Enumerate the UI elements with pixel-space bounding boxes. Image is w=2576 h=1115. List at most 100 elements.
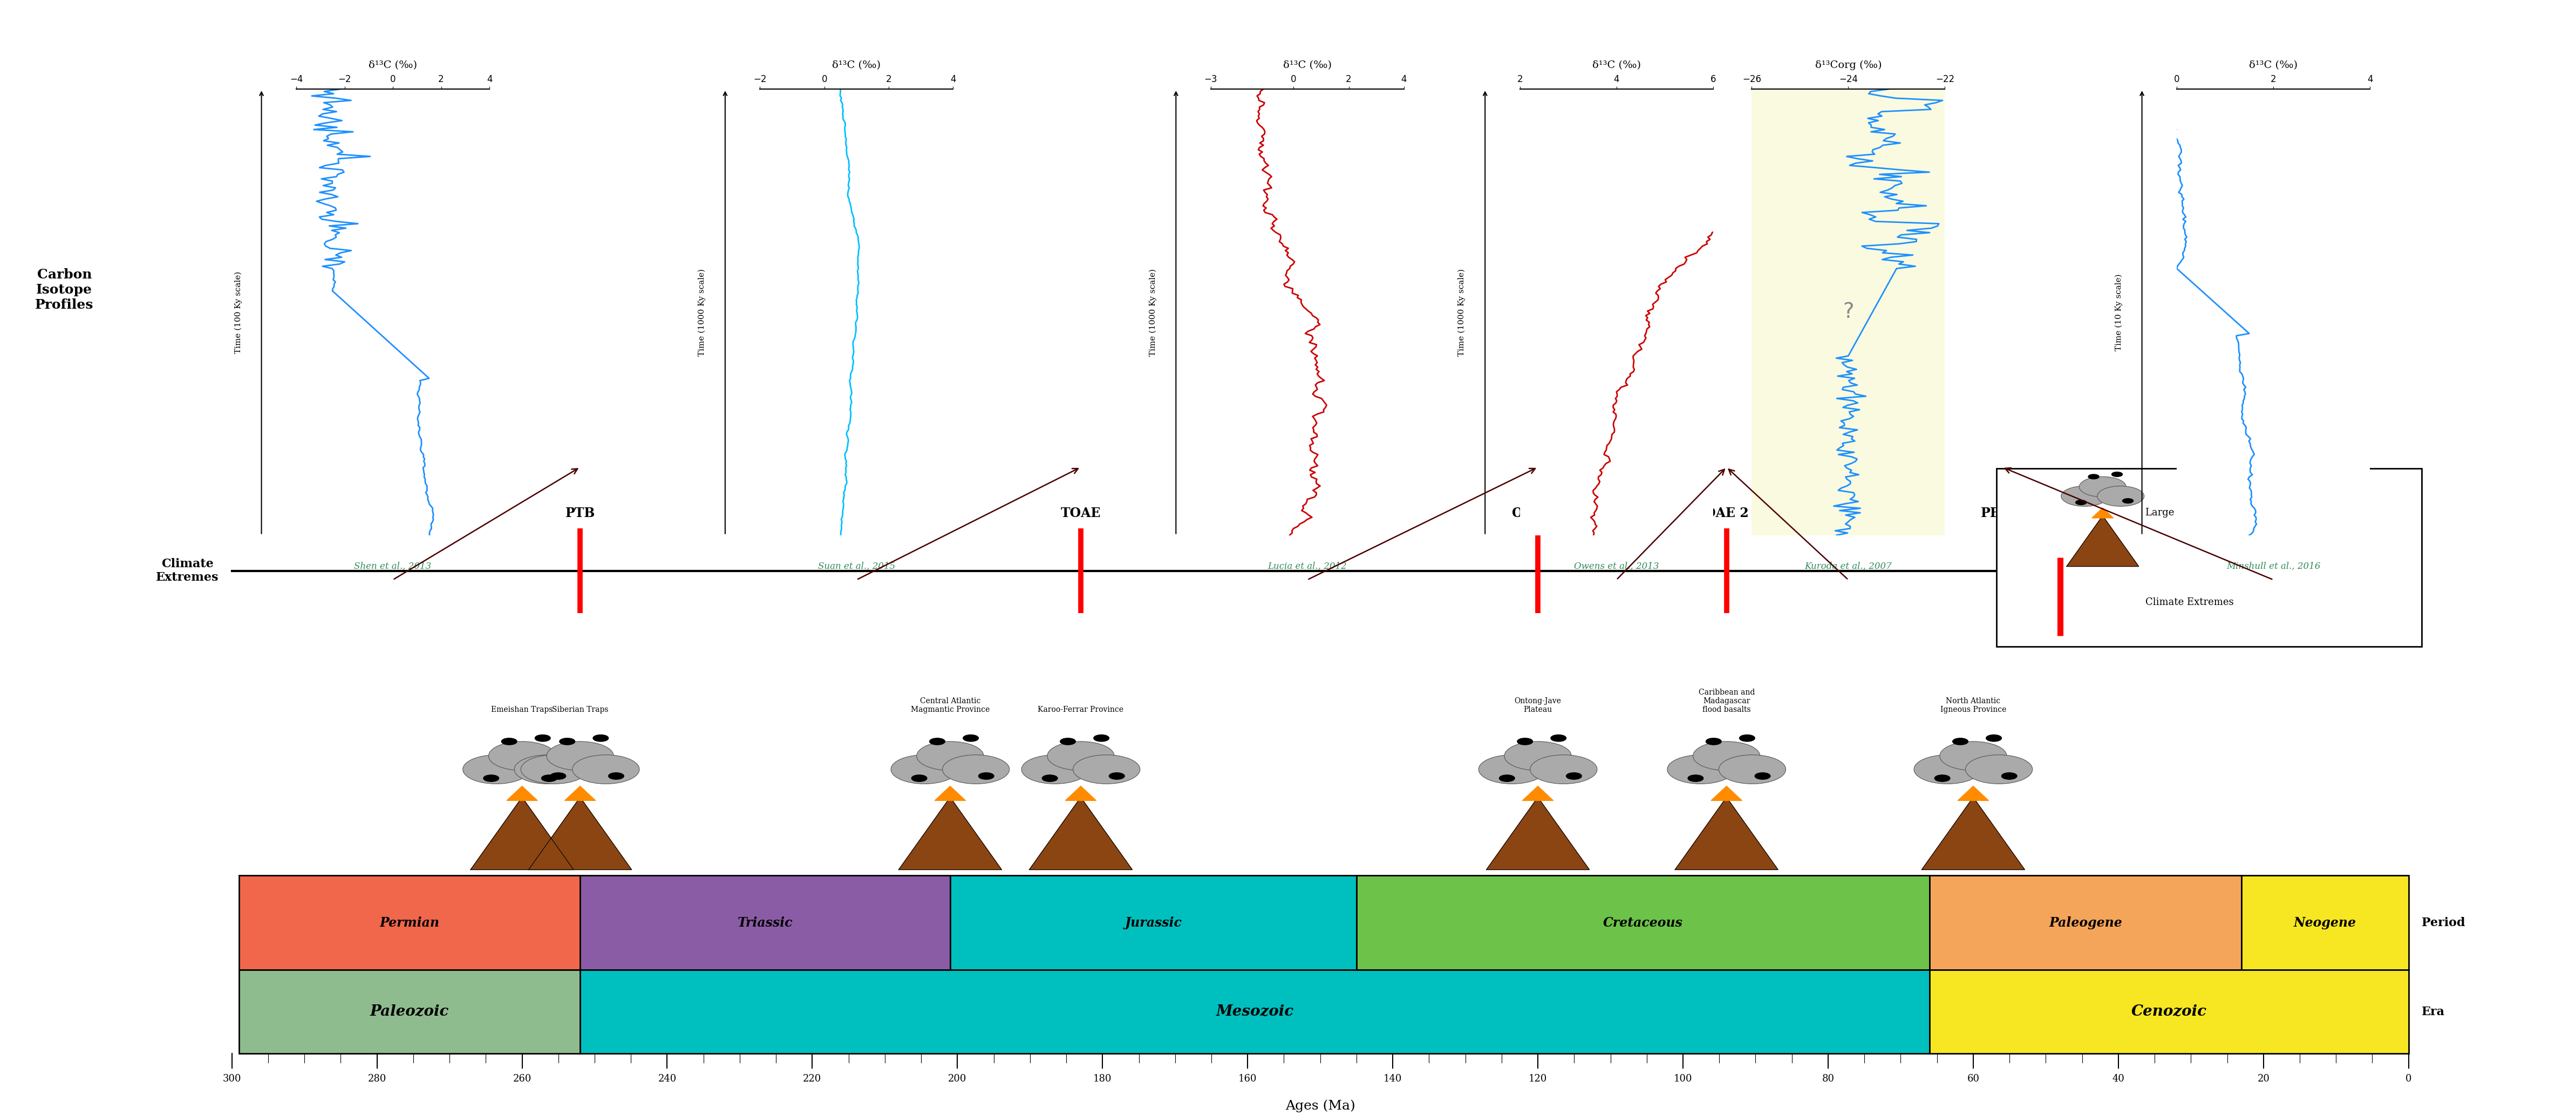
Text: Time (1000 Ky scale): Time (1000 Ky scale) — [1458, 269, 1466, 356]
Polygon shape — [1958, 786, 1989, 801]
Text: Climate Extremes: Climate Extremes — [2146, 598, 2233, 607]
Circle shape — [546, 741, 613, 770]
Text: Era: Era — [2421, 1006, 2445, 1018]
Text: Emeishan Traps: Emeishan Traps — [492, 706, 554, 714]
Text: Siberian Traps: Siberian Traps — [551, 706, 608, 714]
Circle shape — [1095, 735, 1110, 741]
Text: ?: ? — [1842, 302, 1855, 322]
Text: 20: 20 — [2257, 1074, 2269, 1084]
Text: Neogene: Neogene — [2293, 917, 2357, 929]
Text: Jurassic: Jurassic — [1126, 917, 1182, 929]
Text: PTB: PTB — [564, 506, 595, 520]
Circle shape — [930, 738, 945, 745]
Circle shape — [1499, 775, 1515, 782]
Polygon shape — [1922, 797, 2025, 870]
Text: TOAE: TOAE — [1061, 506, 1100, 520]
Circle shape — [464, 755, 531, 784]
Circle shape — [1504, 741, 1571, 770]
Circle shape — [2002, 773, 2017, 779]
Text: 280: 280 — [368, 1074, 386, 1084]
Circle shape — [520, 755, 587, 784]
Title: δ¹³Corg (‰): δ¹³Corg (‰) — [1816, 60, 1880, 70]
Circle shape — [515, 755, 582, 784]
Circle shape — [559, 738, 574, 745]
Circle shape — [917, 741, 984, 770]
Bar — [2241, 875, 2409, 970]
Text: 260: 260 — [513, 1074, 531, 1084]
Text: Paleogene: Paleogene — [2048, 917, 2123, 929]
Text: Suan et al., 2015: Suan et al., 2015 — [817, 562, 896, 571]
Circle shape — [1718, 755, 1785, 784]
Circle shape — [608, 773, 623, 779]
Text: 180: 180 — [1092, 1074, 1113, 1084]
Bar — [1929, 970, 2409, 1054]
Circle shape — [489, 741, 556, 770]
Circle shape — [1935, 775, 1950, 782]
Circle shape — [979, 773, 994, 779]
Circle shape — [1566, 773, 1582, 779]
Text: Time (100 Ky scale): Time (100 Ky scale) — [234, 271, 242, 353]
Title: δ¹³C (‰): δ¹³C (‰) — [1283, 60, 1332, 70]
Text: Large Igenous Province: Large Igenous Province — [2146, 508, 2262, 517]
Text: Carbon
Isotope
Profiles: Carbon Isotope Profiles — [36, 269, 93, 311]
Circle shape — [1530, 755, 1597, 784]
Circle shape — [1479, 755, 1546, 784]
Circle shape — [1551, 735, 1566, 741]
Circle shape — [912, 775, 927, 782]
Text: Climate
Extremes: Climate Extremes — [157, 559, 219, 583]
Text: Time (1000 Ky scale): Time (1000 Ky scale) — [698, 269, 706, 356]
Circle shape — [1074, 755, 1141, 784]
Text: PETM: PETM — [1981, 506, 2025, 520]
Text: 0: 0 — [2406, 1074, 2411, 1084]
Text: 240: 240 — [657, 1074, 677, 1084]
Circle shape — [1940, 741, 2007, 770]
Text: OAE 2: OAE 2 — [1705, 506, 1749, 520]
Title: δ¹³C (‰): δ¹³C (‰) — [1592, 60, 1641, 70]
Polygon shape — [1066, 786, 1097, 801]
Title: δ¹³C (‰): δ¹³C (‰) — [368, 60, 417, 70]
Bar — [951, 875, 1358, 970]
Circle shape — [572, 755, 639, 784]
Text: OAE 1a: OAE 1a — [1512, 506, 1564, 520]
Polygon shape — [528, 797, 631, 870]
Circle shape — [1667, 755, 1734, 784]
Text: Central Atlantic
Magmantic Province: Central Atlantic Magmantic Province — [912, 697, 989, 714]
Circle shape — [1953, 738, 1968, 745]
Bar — [580, 970, 1929, 1054]
Polygon shape — [471, 797, 574, 870]
Polygon shape — [2092, 508, 2112, 518]
Polygon shape — [2066, 515, 2138, 566]
Circle shape — [943, 755, 1010, 784]
Polygon shape — [564, 786, 595, 801]
Circle shape — [1061, 738, 1077, 745]
Polygon shape — [1486, 797, 1589, 870]
Circle shape — [2123, 498, 2133, 503]
Polygon shape — [507, 786, 538, 801]
Circle shape — [1023, 755, 1090, 784]
Text: Lucia et al., 2012: Lucia et al., 2012 — [1267, 562, 1347, 571]
Circle shape — [1739, 735, 1754, 741]
Text: 220: 220 — [804, 1074, 822, 1084]
Circle shape — [1687, 775, 1703, 782]
Bar — [1996, 468, 2421, 647]
Text: Cenozoic: Cenozoic — [2130, 1005, 2208, 1019]
Text: Paleozoic: Paleozoic — [371, 1005, 448, 1019]
Bar — [580, 875, 951, 970]
Circle shape — [484, 775, 500, 782]
Text: Minshull et al., 2016: Minshull et al., 2016 — [2226, 562, 2321, 571]
Text: Cretaceous: Cretaceous — [1602, 917, 1682, 929]
Circle shape — [2089, 474, 2099, 479]
Text: Mesozoic: Mesozoic — [1216, 1005, 1293, 1019]
Text: 160: 160 — [1239, 1074, 1257, 1084]
Text: 40: 40 — [2112, 1074, 2125, 1084]
Circle shape — [551, 773, 567, 779]
Title: δ¹³C (‰): δ¹³C (‰) — [832, 60, 881, 70]
Circle shape — [1965, 755, 2032, 784]
Text: 80: 80 — [1821, 1074, 1834, 1084]
Text: Caribbean and
Madagascar
flood basalts: Caribbean and Madagascar flood basalts — [1698, 689, 1754, 714]
Polygon shape — [1710, 786, 1741, 801]
Polygon shape — [935, 786, 966, 801]
Circle shape — [1692, 741, 1759, 770]
Title: δ¹³C (‰): δ¹³C (‰) — [2249, 60, 2298, 70]
Circle shape — [502, 738, 518, 745]
